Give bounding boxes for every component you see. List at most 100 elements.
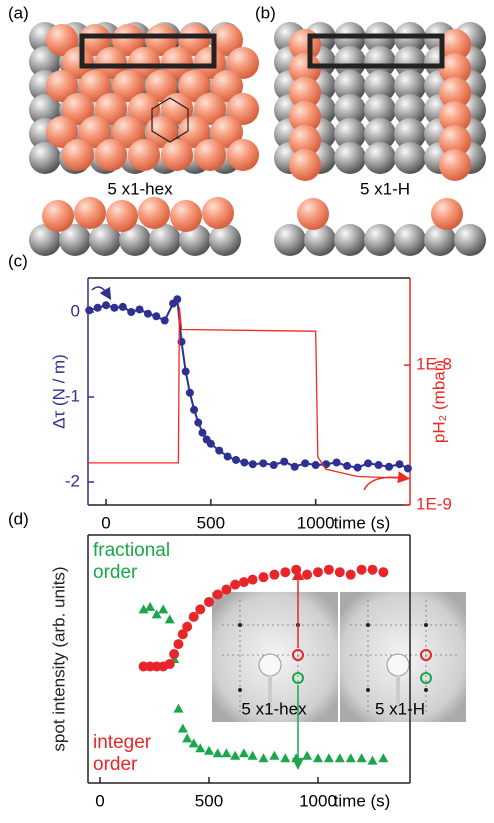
adatom (161, 139, 193, 171)
data-point (364, 459, 373, 468)
adatom (194, 93, 226, 125)
data-point (258, 572, 269, 583)
atom (334, 46, 366, 78)
adatom (79, 24, 111, 56)
x-tick-label: 500 (195, 791, 223, 810)
data-point (356, 564, 367, 575)
hexagon (151, 97, 189, 143)
adatom (439, 53, 471, 85)
inset-caption: 5 x1-hex (241, 699, 307, 718)
data-point (102, 301, 111, 310)
y2-tick-label: 1E-9 (416, 494, 452, 513)
data-point (313, 567, 323, 578)
adatom (227, 47, 259, 79)
unit-cell (79, 33, 217, 69)
data-point (403, 464, 412, 473)
adatom (194, 47, 226, 79)
data-point (215, 446, 224, 455)
data-point (206, 439, 215, 448)
data-point (247, 574, 258, 585)
data-point (238, 748, 249, 758)
data-point (313, 753, 323, 763)
atom (89, 224, 121, 256)
data-point (143, 309, 152, 318)
adatom (289, 53, 321, 85)
series-annotation: fractional order (93, 540, 171, 583)
adatom (289, 125, 321, 157)
data-point (203, 745, 214, 755)
atom (209, 224, 241, 256)
atom (334, 94, 366, 126)
data-point (378, 753, 389, 763)
data-point (238, 577, 249, 588)
adatom (145, 70, 177, 102)
data-point (194, 418, 203, 427)
data-point (247, 750, 258, 760)
adatom (145, 116, 177, 148)
data-point (182, 733, 193, 743)
data-point (280, 457, 289, 466)
data-point (164, 658, 175, 669)
unit-cell (307, 33, 445, 69)
adatom (95, 47, 127, 79)
data-point (280, 567, 291, 578)
data-point (248, 460, 257, 469)
data-point (232, 455, 241, 464)
data-point (290, 462, 299, 471)
data-point (181, 367, 190, 376)
data-point (177, 723, 188, 733)
adatom (74, 197, 106, 229)
data-point (378, 567, 389, 578)
data-point (356, 753, 367, 763)
data-point (212, 589, 223, 600)
x-tick-label: 0 (101, 513, 110, 532)
atom (394, 70, 426, 102)
data-point (291, 753, 302, 763)
atom (364, 224, 396, 256)
data-point (169, 649, 180, 660)
data-point (280, 753, 291, 763)
data-point (198, 428, 207, 437)
adatom (128, 47, 160, 79)
y-axis-label: spot intensity (arb. units) (49, 566, 68, 751)
adatom (79, 70, 111, 102)
atom (364, 94, 396, 126)
atom (119, 224, 151, 256)
adatom (431, 198, 463, 230)
data-point (188, 738, 199, 748)
adatom (439, 29, 471, 61)
adatom (178, 24, 210, 56)
data-point (195, 743, 206, 753)
data-point (185, 388, 194, 397)
panel-label: (b) (255, 3, 276, 22)
adatom (145, 24, 177, 56)
adatom (138, 197, 170, 229)
adatom (170, 200, 202, 232)
atom (29, 224, 61, 256)
atom (394, 94, 426, 126)
data-point (221, 584, 232, 595)
atom (394, 224, 426, 256)
annotation-arrow (91, 286, 112, 301)
atom (59, 224, 91, 256)
data-point (152, 312, 161, 321)
adatom (46, 24, 78, 56)
atom (364, 46, 396, 78)
annotation-arrow (363, 471, 410, 491)
adatom (79, 116, 111, 148)
series-line (88, 307, 411, 480)
atom-drawings (29, 22, 486, 256)
y2-axis-label: pH₂ (mbar) (429, 360, 448, 443)
data-point (345, 753, 356, 763)
data-point (160, 316, 169, 325)
adatom (62, 139, 94, 171)
atom (394, 46, 426, 78)
data-point (173, 703, 184, 713)
data-point (230, 579, 241, 590)
atom (394, 142, 426, 174)
data-point (269, 750, 280, 760)
adatom (289, 101, 321, 133)
x-tick-label: 0 (95, 791, 104, 810)
x-tick-label: 1000 (299, 791, 337, 810)
